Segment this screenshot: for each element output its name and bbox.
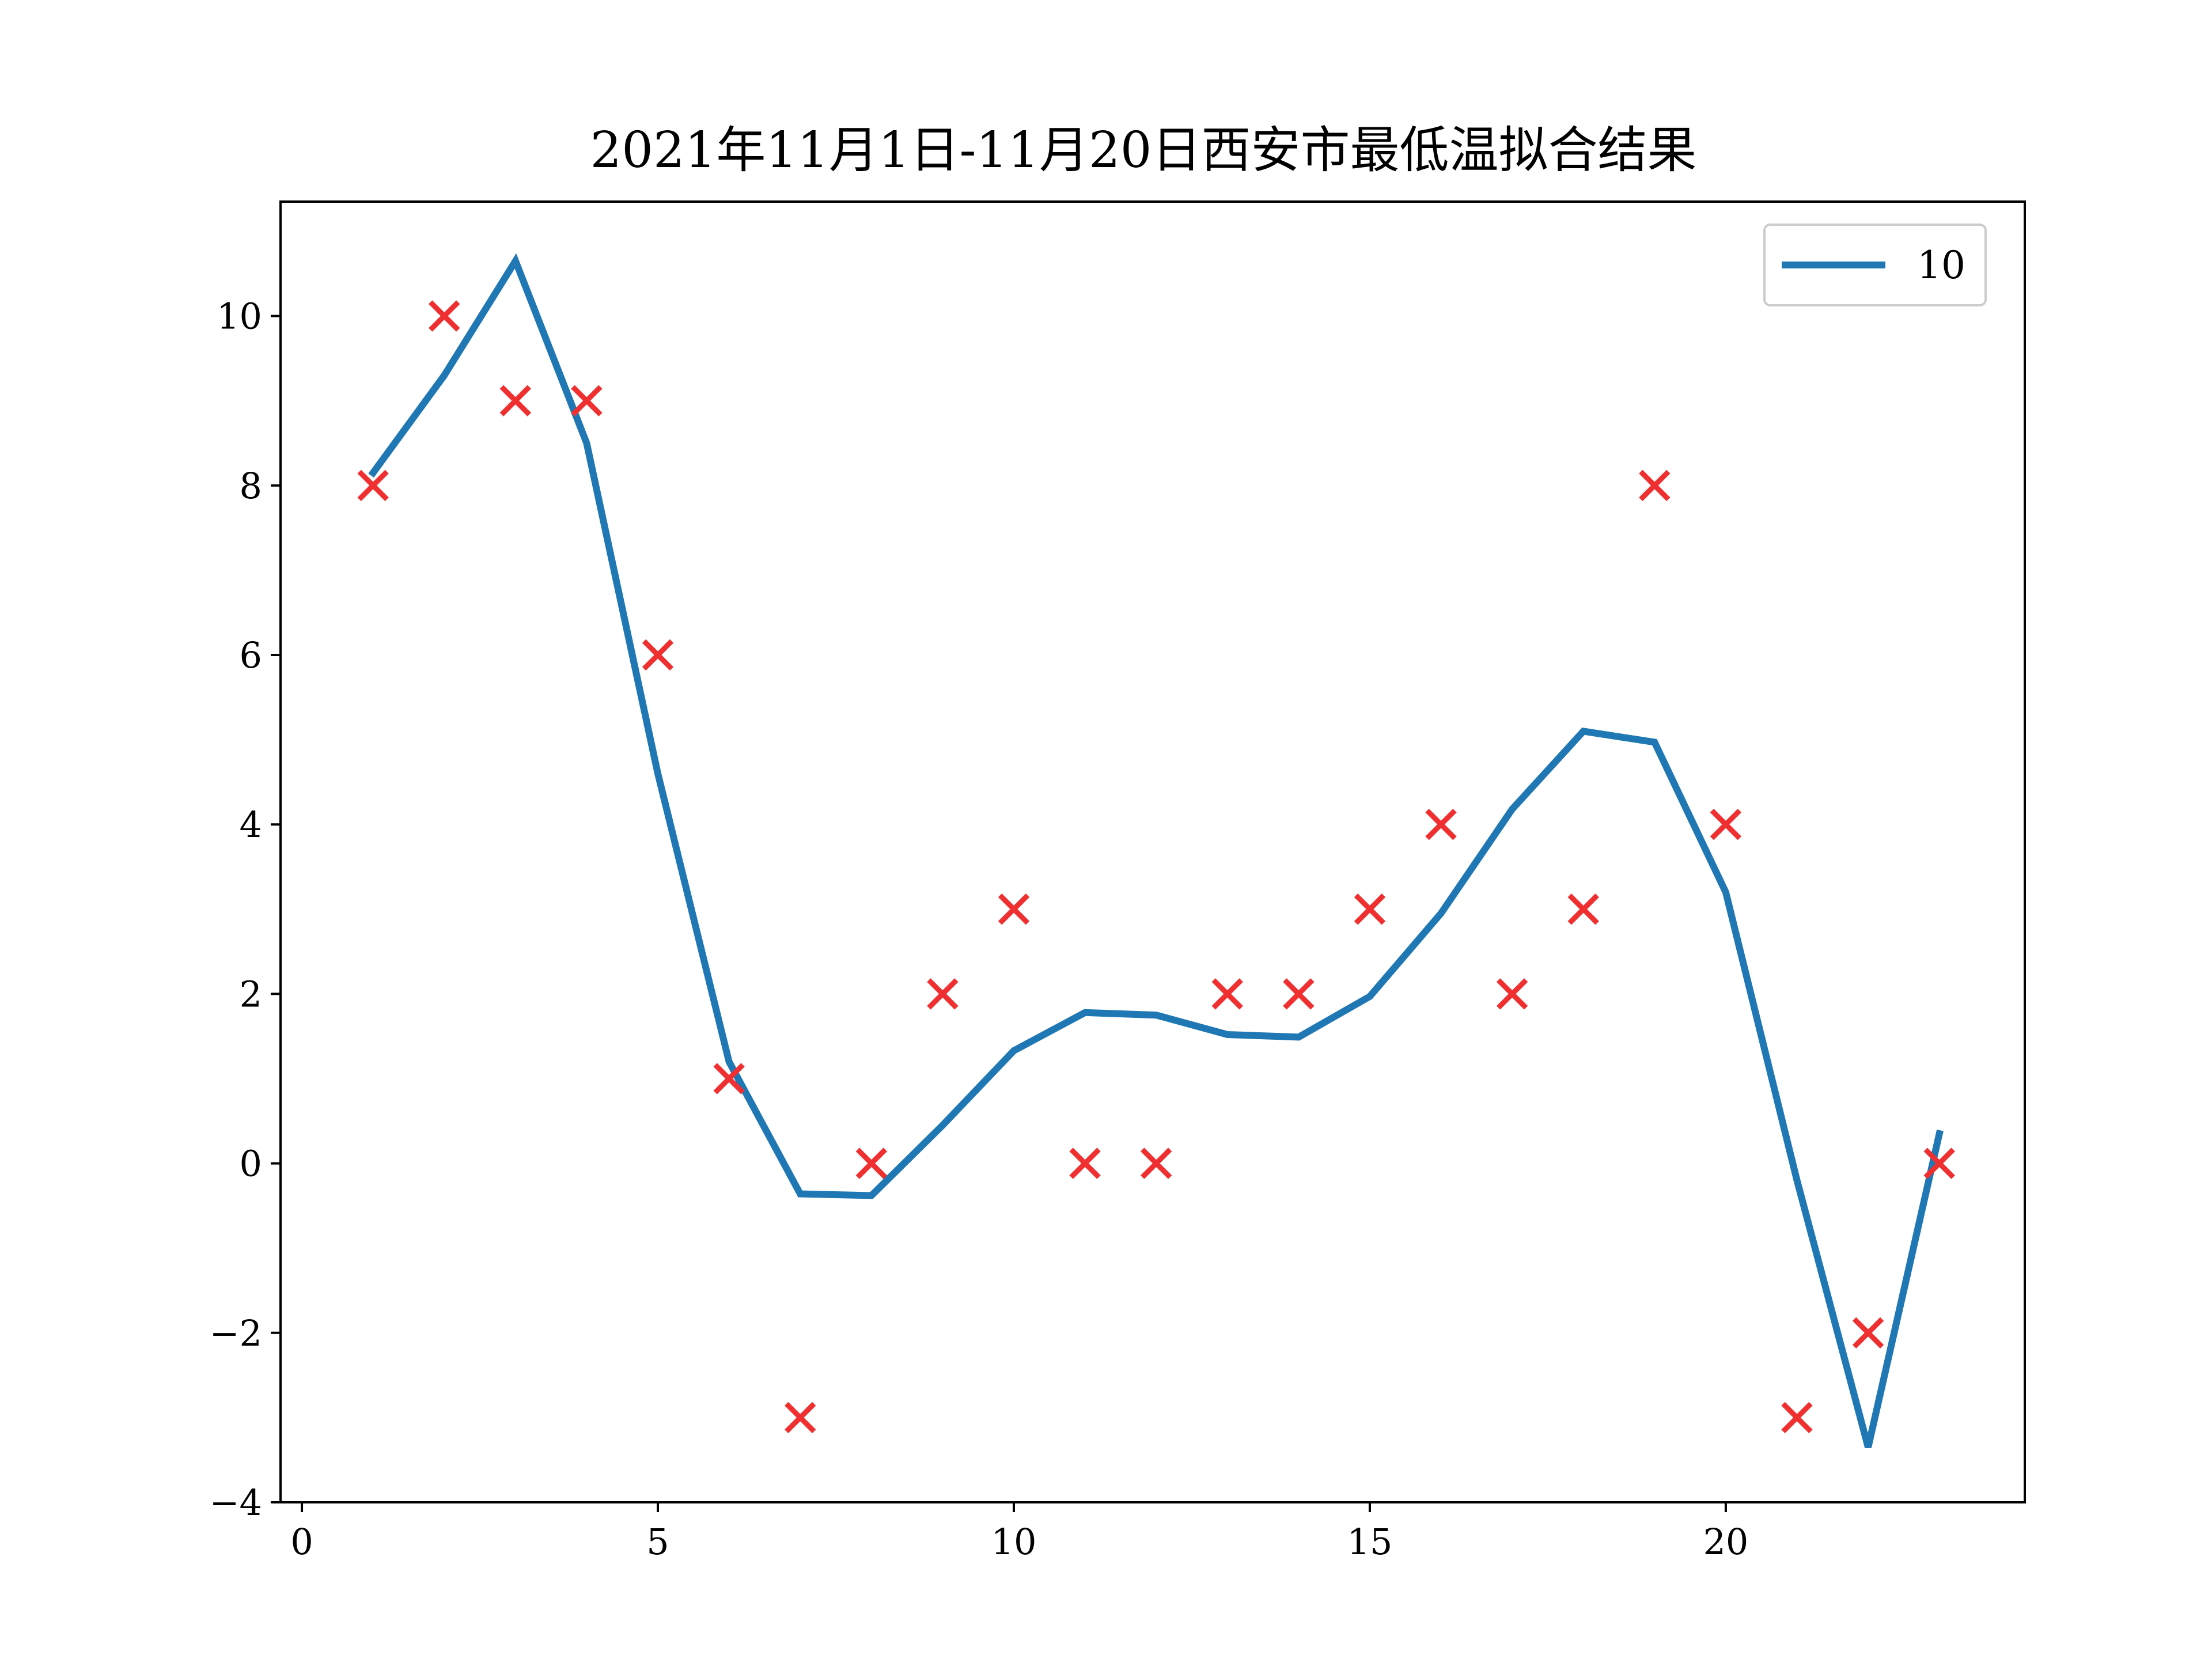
y-tick-label: 0 [240,1143,262,1185]
x-tick-label: 10 [991,1521,1037,1563]
data-point-x-marker [642,639,674,671]
x-tick-label: 20 [1703,1521,1748,1563]
plot-area [357,253,1955,1448]
y-tick-label: 10 [217,296,262,338]
data-point-x-marker [713,1063,745,1094]
data-point-x-marker [1283,978,1315,1010]
y-tick-label: −4 [210,1482,262,1524]
data-point-x-marker [785,1402,816,1434]
data-point-x-marker [1781,1402,1813,1434]
y-tick-label: 2 [240,973,262,1015]
legend: 10 [1763,224,1987,306]
data-point-x-marker [1852,1317,1884,1349]
data-point-x-marker [1567,893,1599,925]
axes: 0 5 10 15 20 −4 −2 0 2 4 6 8 10 [210,200,2026,1563]
data-point-x-marker [1639,469,1671,501]
legend-label: 10 [1917,243,1965,287]
y-tick-label: −2 [210,1312,262,1354]
data-point-x-marker [927,978,959,1010]
data-point-x-marker [1069,1147,1101,1179]
data-point-x-marker [1354,893,1386,925]
plot-frame [279,200,2026,1503]
x-tick-label: 15 [1347,1521,1393,1563]
chart-title: 2021年11月1日-11月20日西安市最低温拟合结果 [590,122,1697,179]
data-point-x-marker [499,385,532,416]
data-point-x-marker [855,1147,887,1179]
data-point-x-marker [1140,1147,1172,1179]
scatter-series [357,300,1955,1434]
fit-line-series [368,253,1944,1448]
data-point-x-marker [357,469,389,501]
y-tick-label: 8 [240,465,262,507]
data-point-x-marker [1923,1147,1955,1179]
data-point-x-marker [429,300,460,332]
data-point-x-marker [1425,809,1457,840]
data-point-x-marker [1211,978,1243,1010]
x-tick-label: 0 [290,1521,313,1563]
data-point-x-marker [571,385,603,416]
y-tick-label: 4 [240,804,262,846]
x-tick-label: 5 [646,1521,669,1563]
data-point-x-marker [1496,978,1528,1010]
data-point-x-marker [1710,809,1742,840]
data-point-x-marker [998,893,1030,925]
y-tick-label: 6 [240,634,262,676]
